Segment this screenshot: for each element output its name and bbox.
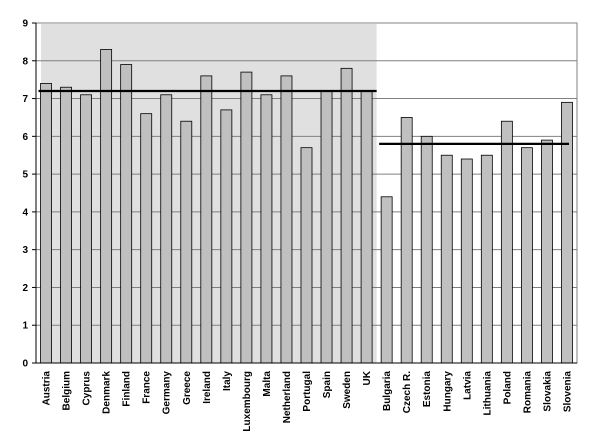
x-category-label: Austria (42, 371, 53, 406)
bar-lithuania (480, 154, 493, 364)
x-category-label: Germany (162, 371, 173, 415)
bar-slovenia (561, 101, 573, 364)
x-category-label: Slovakia (542, 371, 553, 412)
bar-netherland (280, 75, 293, 364)
bar-finland (120, 64, 133, 364)
bar-malta (260, 94, 273, 364)
bar-poland (500, 120, 513, 364)
bar-slovakia (541, 139, 553, 364)
x-category-label: France (142, 371, 153, 404)
x-category-label: Denmark (102, 371, 113, 414)
x-category-label: Poland (502, 371, 513, 404)
x-category-label: Slovenia (562, 371, 573, 413)
bar-italy (220, 109, 233, 364)
y-tick-label: 2 (22, 283, 28, 294)
x-category-label: UK (362, 370, 373, 385)
x-category-label: Belgium (62, 371, 73, 411)
bar-denmark (100, 49, 113, 364)
bar-spain (320, 90, 333, 364)
bar-belgium (60, 86, 72, 364)
y-tick-label: 8 (22, 56, 28, 67)
bar-uk (360, 90, 373, 364)
x-category-label: Romania (522, 371, 533, 414)
bar-germany (160, 94, 173, 364)
x-category-label: Portugal (302, 371, 313, 412)
bar-estonia (420, 135, 433, 364)
y-tick-label: 6 (22, 132, 28, 143)
y-tick-label: 3 (22, 245, 28, 256)
y-tick-label: 9 (22, 19, 28, 30)
bar-greece (180, 120, 193, 364)
y-tick-label: 5 (22, 170, 28, 181)
bar-france (140, 113, 153, 364)
x-category-label: Hungary (442, 371, 453, 412)
x-category-label: Luxembourg (242, 371, 253, 432)
x-category-label: Spain (322, 371, 333, 398)
bar-cyprus (80, 94, 93, 364)
bar-latvia (460, 158, 473, 364)
x-category-label: Latvia (462, 371, 473, 400)
y-tick-label: 4 (22, 207, 28, 218)
bar-portugal (300, 147, 313, 364)
bar-czech-r- (400, 117, 413, 364)
x-category-label: Lithuania (482, 371, 493, 416)
bar-hungary (440, 154, 453, 364)
y-tick-label: 0 (22, 359, 28, 370)
bar-bulgaria (380, 196, 393, 364)
bar-romania (520, 147, 533, 364)
x-category-label: Finland (122, 371, 133, 407)
x-category-label: Estonia (422, 371, 433, 408)
x-category-label: Bulgaria (382, 371, 393, 411)
bar-sweden (340, 67, 353, 364)
y-tick-label: 7 (22, 94, 28, 105)
bar-austria (40, 83, 52, 364)
x-category-label: Greece (182, 371, 193, 405)
y-tick-label: 1 (22, 321, 28, 332)
x-category-label: Cyprus (82, 371, 93, 406)
bar-ireland (200, 75, 213, 364)
x-category-label: Italy (222, 371, 233, 391)
bar-luxembourg (240, 71, 253, 364)
x-category-label: Sweden (342, 371, 353, 409)
x-category-label: Czech R. (402, 371, 413, 413)
x-category-label: Ireland (202, 371, 213, 404)
x-category-label: Netherland (282, 371, 293, 423)
x-category-label: Malta (262, 371, 273, 397)
